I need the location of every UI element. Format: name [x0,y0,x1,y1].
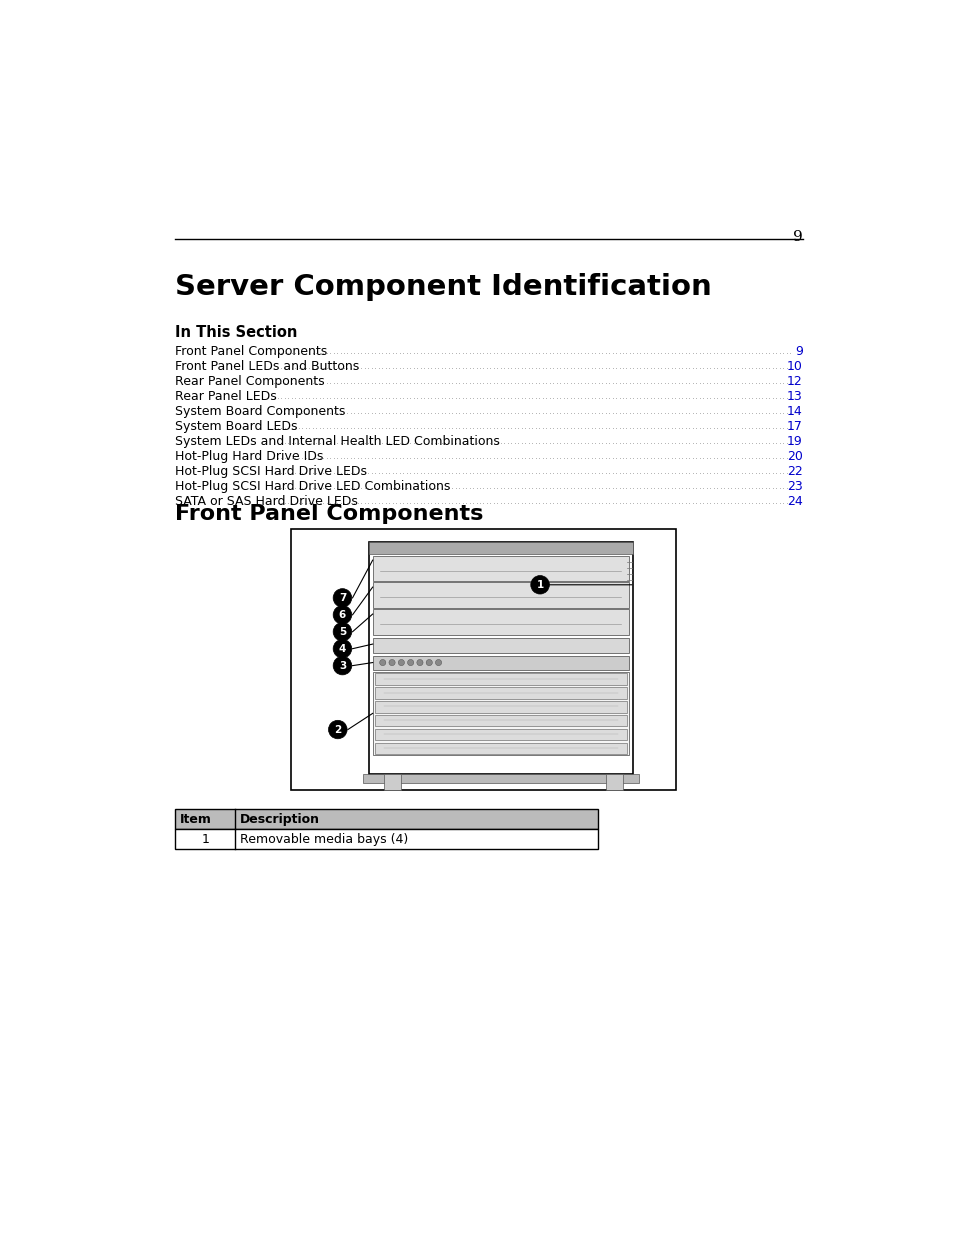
Text: 10: 10 [786,361,802,373]
Text: 24: 24 [786,495,802,509]
Text: 12: 12 [786,375,802,388]
Text: 22: 22 [786,466,802,478]
Text: Server Component Identification: Server Component Identification [174,273,711,301]
Text: Description: Description [240,813,320,826]
Text: 14: 14 [786,405,802,419]
Bar [375,729,626,740]
Text: Hot-Plug SCSI Hard Drive LEDs: Hot-Plug SCSI Hard Drive LEDs [174,466,367,478]
Bar [373,672,629,755]
Text: Item: Item [179,813,212,826]
Circle shape [397,659,404,666]
Text: 13: 13 [786,390,802,404]
Text: 17: 17 [786,420,802,433]
Circle shape [435,659,441,666]
Circle shape [333,656,352,674]
Bar [373,556,629,580]
Bar [375,742,626,755]
Text: System Board LEDs: System Board LEDs [174,420,297,433]
Bar [369,542,633,774]
Text: Front Panel Components: Front Panel Components [174,504,483,524]
Text: System Board Components: System Board Components [174,405,345,419]
Text: Hot-Plug SCSI Hard Drive LED Combinations: Hot-Plug SCSI Hard Drive LED Combination… [174,480,450,494]
Bar [373,583,629,608]
Text: 20: 20 [786,451,802,463]
Bar [174,809,598,829]
Circle shape [333,605,352,624]
Text: System LEDs and Internal Health LED Combinations: System LEDs and Internal Health LED Comb… [174,436,499,448]
Bar [605,774,622,789]
Bar [174,829,598,848]
Bar [362,774,639,783]
Circle shape [407,659,414,666]
Text: 9: 9 [794,346,802,358]
Bar [384,774,401,789]
Bar [375,673,626,685]
Text: In This Section: In This Section [174,325,297,341]
Text: 4: 4 [338,643,346,653]
Text: 3: 3 [338,661,346,671]
Text: Removable media bays (4): Removable media bays (4) [240,834,408,846]
Bar [375,701,626,713]
Bar [369,542,633,555]
Text: Front Panel Components: Front Panel Components [174,346,327,358]
Text: 23: 23 [786,480,802,494]
Text: 7: 7 [338,593,346,603]
Bar [373,656,629,671]
Circle shape [530,576,549,594]
Text: 6: 6 [338,610,346,620]
Text: Rear Panel LEDs: Rear Panel LEDs [174,390,276,404]
Circle shape [389,659,395,666]
Circle shape [426,659,432,666]
Text: 1: 1 [536,579,543,590]
Circle shape [333,640,352,658]
Text: Rear Panel Components: Rear Panel Components [174,375,324,388]
Text: SATA or SAS Hard Drive LEDs: SATA or SAS Hard Drive LEDs [174,495,357,509]
Bar [373,638,629,653]
Bar [373,609,629,635]
Circle shape [333,622,352,641]
Text: 19: 19 [786,436,802,448]
Text: 5: 5 [338,626,346,637]
Text: 2: 2 [334,725,341,735]
Bar [375,687,626,699]
Circle shape [328,720,347,739]
Bar [375,715,626,726]
Circle shape [379,659,385,666]
Text: Hot-Plug Hard Drive IDs: Hot-Plug Hard Drive IDs [174,451,323,463]
Bar [291,529,675,789]
Circle shape [416,659,422,666]
Text: Front Panel LEDs and Buttons: Front Panel LEDs and Buttons [174,361,359,373]
Text: 9: 9 [792,230,802,243]
Circle shape [333,589,352,608]
Text: 1: 1 [201,834,209,846]
